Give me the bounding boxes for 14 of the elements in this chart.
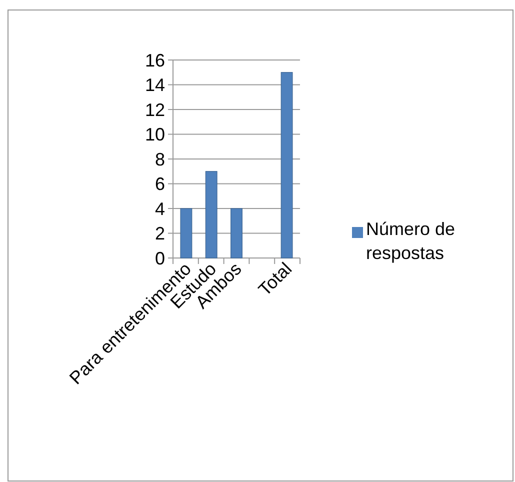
y-tick-label: 10 — [144, 124, 165, 145]
y-tick-label: 4 — [154, 198, 165, 219]
y-tick-label: 16 — [144, 50, 165, 70]
y-tick-label: 8 — [154, 149, 165, 170]
y-tick-label: 12 — [144, 100, 165, 120]
y-tick-label: 14 — [144, 75, 165, 96]
bar — [180, 208, 192, 258]
bar — [280, 72, 293, 258]
legend-label: Número de respostas — [366, 218, 456, 265]
y-tick-label: 6 — [154, 174, 165, 194]
bar — [230, 208, 242, 258]
y-tick-label: 2 — [154, 224, 165, 244]
bar — [205, 171, 218, 258]
y-tick-label: 0 — [154, 248, 165, 268]
